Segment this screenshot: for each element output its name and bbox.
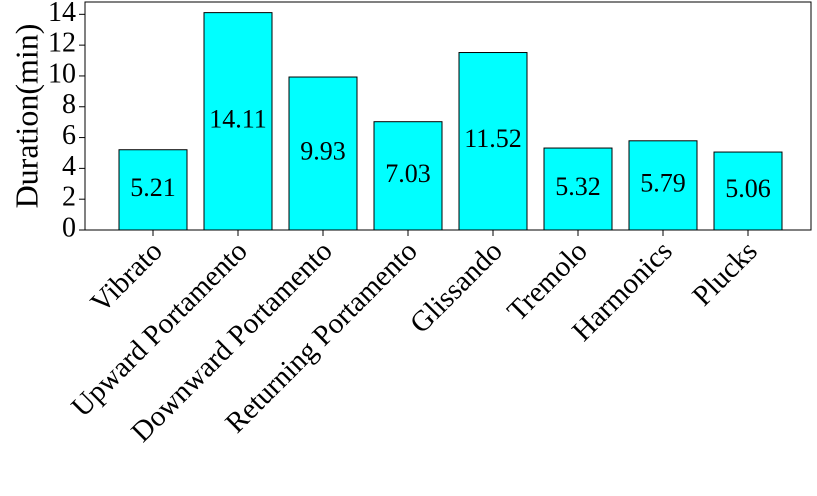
value-label: 11.52 bbox=[464, 124, 522, 153]
bar bbox=[118, 149, 188, 231]
y-tick-label: 0 bbox=[62, 212, 76, 243]
y-tick-label: 8 bbox=[62, 89, 76, 120]
y-tick-label: 10 bbox=[48, 58, 76, 89]
bar bbox=[373, 121, 443, 231]
plot-frame bbox=[84, 1, 812, 231]
bar bbox=[458, 52, 528, 231]
x-tick-label: Vibrato bbox=[85, 235, 169, 319]
bar bbox=[543, 147, 613, 231]
bar bbox=[713, 151, 783, 231]
bar bbox=[628, 140, 698, 231]
y-tick-label: 14 bbox=[48, 0, 76, 28]
y-tick-label: 12 bbox=[48, 28, 76, 59]
value-label: 7.03 bbox=[385, 159, 431, 188]
y-tick-label: 2 bbox=[62, 182, 76, 213]
value-label: 5.06 bbox=[725, 174, 771, 203]
value-label: 5.21 bbox=[130, 173, 176, 202]
y-tick-label: 6 bbox=[62, 120, 76, 151]
y-axis-label: Duration(min) bbox=[8, 24, 44, 209]
value-label: 5.32 bbox=[555, 172, 601, 201]
x-tick-label: Glissando bbox=[404, 235, 509, 340]
x-tick-label: Plucks bbox=[686, 235, 763, 312]
value-label: 14.11 bbox=[209, 104, 267, 133]
value-label: 9.93 bbox=[300, 136, 346, 165]
value-label: 5.79 bbox=[640, 168, 686, 197]
bar bbox=[288, 76, 358, 231]
y-tick-label: 4 bbox=[62, 151, 76, 182]
